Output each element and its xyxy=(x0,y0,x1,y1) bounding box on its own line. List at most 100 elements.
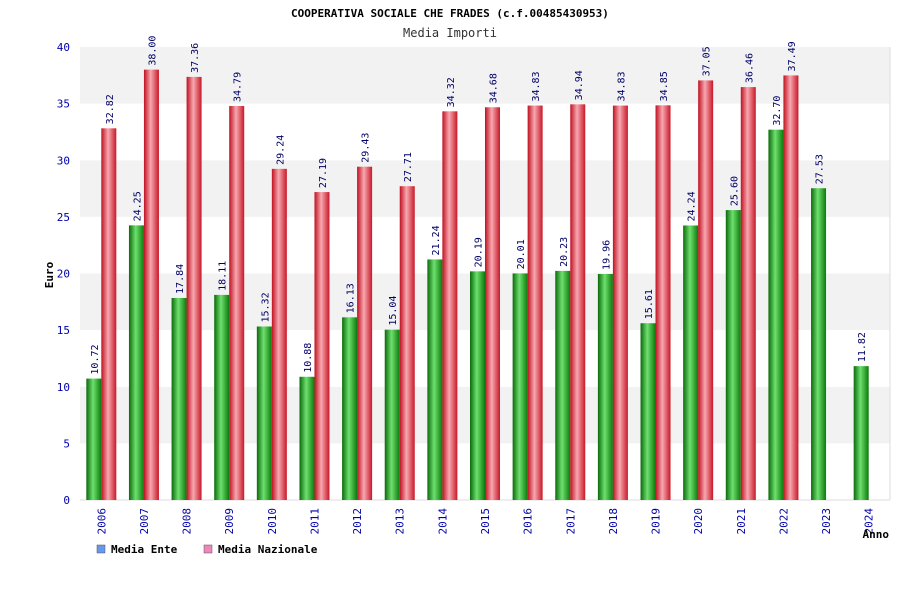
bar-media-ente xyxy=(768,129,784,501)
data-label: 34.83 xyxy=(616,71,627,101)
bar-media-nazionale xyxy=(271,168,287,500)
x-tick-label: 2024 xyxy=(863,508,876,535)
bar-media-nazionale xyxy=(357,166,373,500)
bar-media-nazionale xyxy=(655,105,671,500)
bar-media-ente xyxy=(342,317,358,500)
data-label: 20.01 xyxy=(516,239,527,269)
x-tick-label: 2019 xyxy=(650,508,663,535)
legend-swatch xyxy=(96,544,106,554)
data-label: 34.79 xyxy=(233,72,244,102)
data-label: 34.68 xyxy=(489,73,500,103)
legend-swatch xyxy=(203,544,213,554)
x-tick-label: 2017 xyxy=(564,508,577,535)
bar-media-ente xyxy=(555,270,571,500)
y-axis-label: Euro xyxy=(43,261,56,288)
data-label: 27.19 xyxy=(318,158,329,188)
bar-media-ente xyxy=(512,273,528,500)
data-label: 15.04 xyxy=(388,296,399,326)
y-tick-label: 0 xyxy=(63,494,70,507)
bar-media-nazionale xyxy=(186,76,202,500)
data-label: 34.85 xyxy=(659,71,670,101)
legend: Media Ente Media Nazionale xyxy=(96,543,318,556)
data-label: 15.32 xyxy=(260,292,271,322)
bar-media-nazionale xyxy=(485,107,500,501)
y-tick-label: 10 xyxy=(57,381,70,394)
data-label: 15.61 xyxy=(644,289,655,319)
bars xyxy=(86,69,869,501)
chart-title: COOPERATIVA SOCIALE CHE FRADES (c.f.0048… xyxy=(291,7,609,20)
x-tick-label: 2022 xyxy=(777,508,790,535)
x-axis: 2006 2007 2008 2009 2010 2011 2012 2013 2014 2015… xyxy=(95,508,875,535)
bar-media-nazionale xyxy=(442,111,458,501)
bar-media-nazionale xyxy=(527,105,543,501)
y-axis: 0 5 10 15 20 25 30 35 40 xyxy=(57,41,70,507)
data-label: 29.24 xyxy=(275,135,286,165)
bar-media-ente xyxy=(683,225,699,500)
bar-media-ente xyxy=(427,259,443,500)
data-label: 10.88 xyxy=(303,343,314,373)
data-label: 21.24 xyxy=(431,225,442,255)
bar-media-ente xyxy=(384,329,400,500)
data-label: 29.43 xyxy=(361,133,372,163)
bar-media-ente xyxy=(811,188,827,500)
data-label: 25.60 xyxy=(729,176,740,206)
bar-media-ente xyxy=(470,271,485,500)
bar-media-ente xyxy=(86,378,102,500)
data-label: 11.82 xyxy=(857,332,868,362)
data-labels: 10.72 24.25 17.84 18.11 15.32 10.88 16.13 15.04… xyxy=(90,36,868,375)
data-label: 16.13 xyxy=(346,283,357,313)
legend-label: Media Nazionale xyxy=(218,543,318,556)
bar-media-nazionale xyxy=(570,104,586,500)
bar-media-ente xyxy=(597,273,613,500)
data-label: 37.36 xyxy=(190,43,201,73)
data-label: 24.25 xyxy=(132,191,143,221)
x-tick-label: 2008 xyxy=(181,508,194,535)
bar-media-nazionale xyxy=(101,128,117,500)
data-label: 20.19 xyxy=(474,237,485,267)
x-tick-label: 2014 xyxy=(436,508,449,535)
data-label: 34.32 xyxy=(446,77,457,107)
x-tick-label: 2018 xyxy=(607,508,620,535)
data-label: 17.84 xyxy=(175,264,186,294)
y-tick-label: 5 xyxy=(63,437,70,450)
data-label: 19.96 xyxy=(601,240,612,270)
data-label: 37.05 xyxy=(702,46,713,76)
data-label: 27.71 xyxy=(403,152,414,182)
x-tick-label: 2021 xyxy=(735,508,748,535)
x-tick-label: 2011 xyxy=(308,508,321,535)
legend-label: Media Ente xyxy=(111,543,178,556)
data-label: 18.11 xyxy=(218,261,229,291)
bar-media-nazionale xyxy=(399,186,415,500)
y-tick-label: 15 xyxy=(57,324,70,337)
data-label: 36.46 xyxy=(744,53,755,83)
data-label: 34.83 xyxy=(531,71,542,101)
x-tick-label: 2013 xyxy=(394,508,407,535)
bar-media-ente xyxy=(299,376,315,500)
bar-media-ente xyxy=(725,210,741,500)
y-tick-label: 30 xyxy=(57,154,70,167)
x-tick-label: 2010 xyxy=(266,508,279,535)
data-label: 20.23 xyxy=(559,237,570,267)
bar-media-nazionale xyxy=(229,106,245,501)
data-label: 10.72 xyxy=(90,344,101,374)
x-tick-label: 2015 xyxy=(479,508,492,535)
bar-media-ente xyxy=(171,297,187,500)
x-tick-label: 2020 xyxy=(692,508,705,535)
bar-media-ente xyxy=(214,294,230,500)
bar-media-ente xyxy=(640,323,656,500)
bar-media-nazionale xyxy=(143,69,159,501)
data-label: 27.53 xyxy=(815,154,826,184)
data-label: 38.00 xyxy=(147,36,158,66)
data-label: 37.49 xyxy=(787,41,798,71)
bar-media-ente xyxy=(256,326,272,500)
data-label: 24.24 xyxy=(687,191,698,221)
x-tick-label: 2006 xyxy=(95,508,108,535)
data-label: 32.82 xyxy=(105,94,116,124)
bar-media-nazionale xyxy=(698,80,714,500)
x-axis-label: Anno xyxy=(863,528,890,541)
bar-media-nazionale xyxy=(740,87,756,500)
x-tick-label: 2016 xyxy=(522,508,535,535)
data-label: 34.94 xyxy=(574,70,585,100)
